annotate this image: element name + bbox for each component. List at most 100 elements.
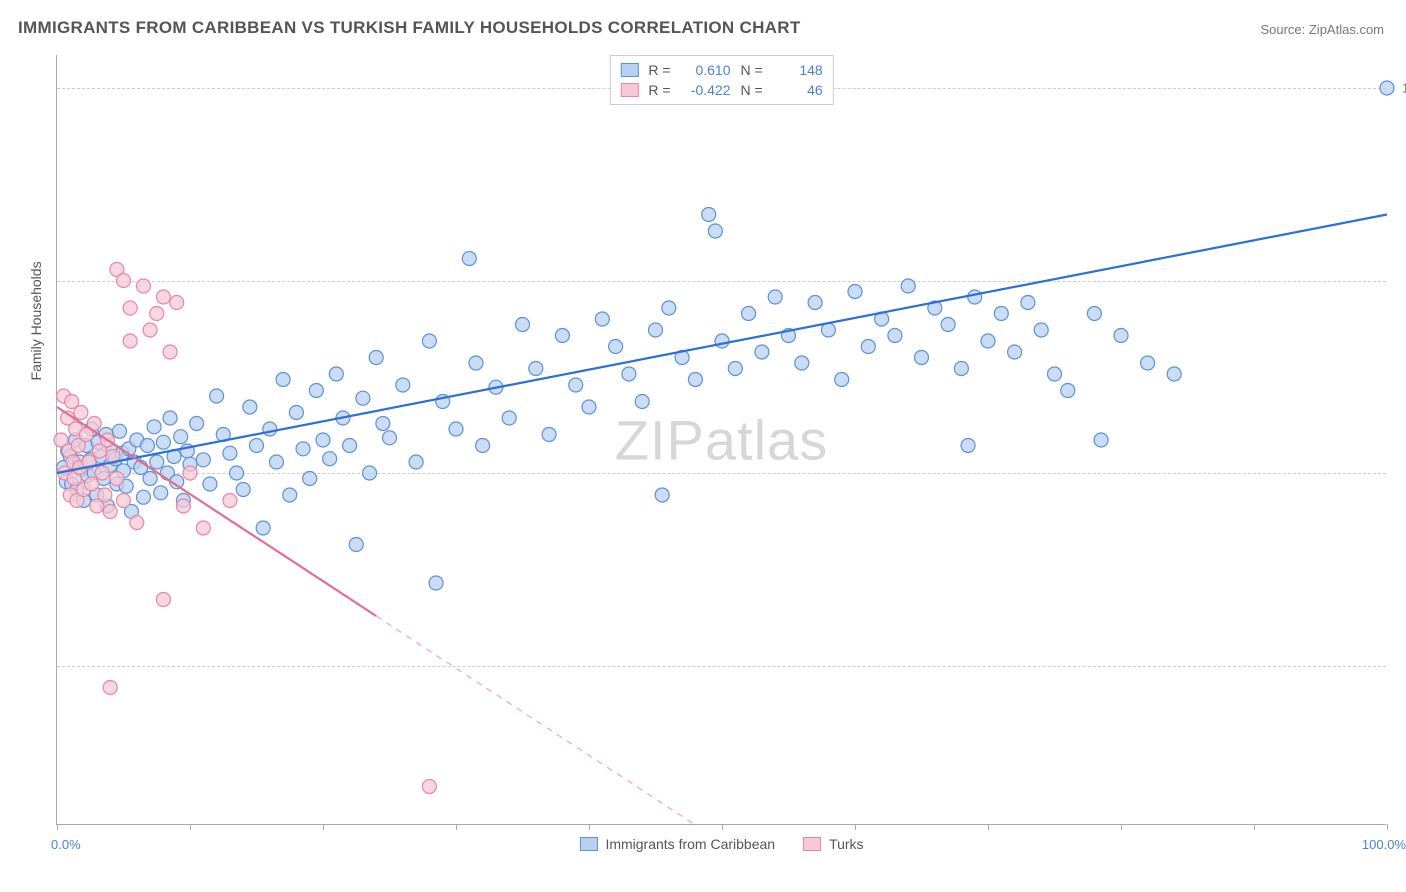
r-value: -0.422 (681, 82, 731, 98)
x-axis-tick (1387, 824, 1388, 830)
data-point (130, 516, 144, 530)
data-point (176, 499, 190, 513)
data-point (848, 285, 862, 299)
chart-title: IMMIGRANTS FROM CARIBBEAN VS TURKISH FAM… (18, 18, 801, 38)
data-point (223, 446, 237, 460)
data-point (110, 472, 124, 486)
data-point (276, 373, 290, 387)
x-axis-tick (988, 824, 989, 830)
scatter-chart (57, 55, 1386, 824)
data-point (223, 494, 237, 508)
data-point (363, 466, 377, 480)
data-point (462, 252, 476, 266)
data-point (183, 466, 197, 480)
data-point (396, 378, 410, 392)
legend-series-label: Turks (829, 836, 863, 852)
data-point (154, 486, 168, 500)
data-point (329, 367, 343, 381)
data-point (250, 439, 264, 453)
x-axis-tick (323, 824, 324, 830)
data-point (263, 422, 277, 436)
data-point (74, 406, 88, 420)
data-point (768, 290, 782, 304)
data-point (742, 307, 756, 321)
n-value: 148 (773, 62, 823, 78)
data-point (190, 417, 204, 431)
data-point (1167, 367, 1181, 381)
x-axis-tick (190, 824, 191, 830)
data-point (755, 345, 769, 359)
data-point (569, 378, 583, 392)
data-point (941, 318, 955, 332)
data-point (968, 290, 982, 304)
data-point (595, 312, 609, 326)
data-point (409, 455, 423, 469)
data-point (1087, 307, 1101, 321)
data-point (649, 323, 663, 337)
data-point (163, 345, 177, 359)
data-point (150, 455, 164, 469)
legend-series-label: Immigrants from Caribbean (605, 836, 775, 852)
data-point (449, 422, 463, 436)
data-point (609, 340, 623, 354)
trend-line-extrapolated (376, 616, 695, 825)
data-point (117, 494, 131, 508)
r-label: R = (648, 82, 670, 98)
data-point (1048, 367, 1062, 381)
data-point (256, 521, 270, 535)
data-point (349, 538, 363, 552)
data-point (715, 334, 729, 348)
data-point (103, 505, 117, 519)
data-point (1061, 384, 1075, 398)
data-point (555, 329, 569, 343)
data-point (163, 411, 177, 425)
data-point (961, 439, 975, 453)
x-axis-tick (1121, 824, 1122, 830)
data-point (143, 472, 157, 486)
data-point (289, 406, 303, 420)
data-point (243, 400, 257, 414)
data-point (203, 477, 217, 491)
x-axis-tick (57, 824, 58, 830)
data-point (196, 521, 210, 535)
data-point (269, 455, 283, 469)
data-point (113, 424, 127, 438)
legend-swatch (579, 837, 597, 851)
x-axis-max-label: 100.0% (1362, 837, 1406, 852)
data-point (136, 490, 150, 504)
x-axis-tick (722, 824, 723, 830)
data-point (655, 488, 669, 502)
data-point (323, 452, 337, 466)
data-point (316, 433, 330, 447)
data-point (635, 395, 649, 409)
data-point (476, 439, 490, 453)
legend-series-item: Turks (803, 836, 863, 852)
data-point (429, 576, 443, 590)
data-point (196, 453, 210, 467)
data-point (502, 411, 516, 425)
data-point (469, 356, 483, 370)
data-point (156, 290, 170, 304)
data-point (123, 301, 137, 315)
data-point (103, 681, 117, 695)
data-point (662, 301, 676, 315)
data-point (174, 430, 188, 444)
x-axis-tick (589, 824, 590, 830)
legend-stats-row: R =-0.422N =46 (620, 80, 822, 100)
n-value: 46 (773, 82, 823, 98)
data-point (1114, 329, 1128, 343)
legend-stats-row: R =0.610N =148 (620, 60, 822, 80)
data-point (136, 279, 150, 293)
data-point (1141, 356, 1155, 370)
data-point (143, 323, 157, 337)
data-point (529, 362, 543, 376)
data-point (915, 351, 929, 365)
data-point (835, 373, 849, 387)
data-point (981, 334, 995, 348)
data-point (303, 472, 317, 486)
data-point (236, 483, 250, 497)
data-point (123, 334, 137, 348)
data-point (85, 477, 99, 491)
data-point (156, 593, 170, 607)
data-point (808, 296, 822, 310)
